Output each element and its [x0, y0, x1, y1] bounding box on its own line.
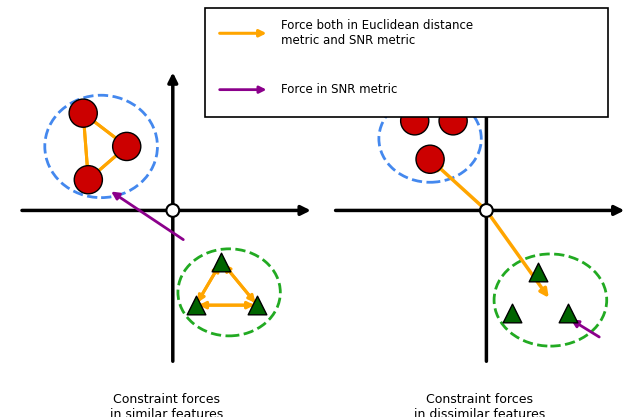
Circle shape: [69, 99, 97, 127]
Circle shape: [401, 107, 429, 135]
Text: Force in SNR metric: Force in SNR metric: [282, 83, 398, 96]
Point: [191, 302, 201, 309]
Text: Constraint forces
in similar features: Constraint forces in similar features: [110, 394, 223, 417]
Circle shape: [439, 107, 467, 135]
FancyBboxPatch shape: [205, 8, 608, 117]
Circle shape: [480, 204, 493, 217]
Circle shape: [74, 166, 102, 194]
Point: [252, 302, 262, 309]
Circle shape: [416, 145, 444, 173]
Text: Constraint forces
in dissimilar features: Constraint forces in dissimilar features: [414, 394, 546, 417]
Point: [507, 309, 517, 316]
Point: [216, 258, 227, 265]
Text: Force both in Euclidean distance
metric and SNR metric: Force both in Euclidean distance metric …: [282, 19, 474, 47]
Point: [563, 309, 573, 316]
Circle shape: [166, 204, 179, 217]
Point: [532, 269, 543, 275]
Circle shape: [113, 132, 141, 161]
